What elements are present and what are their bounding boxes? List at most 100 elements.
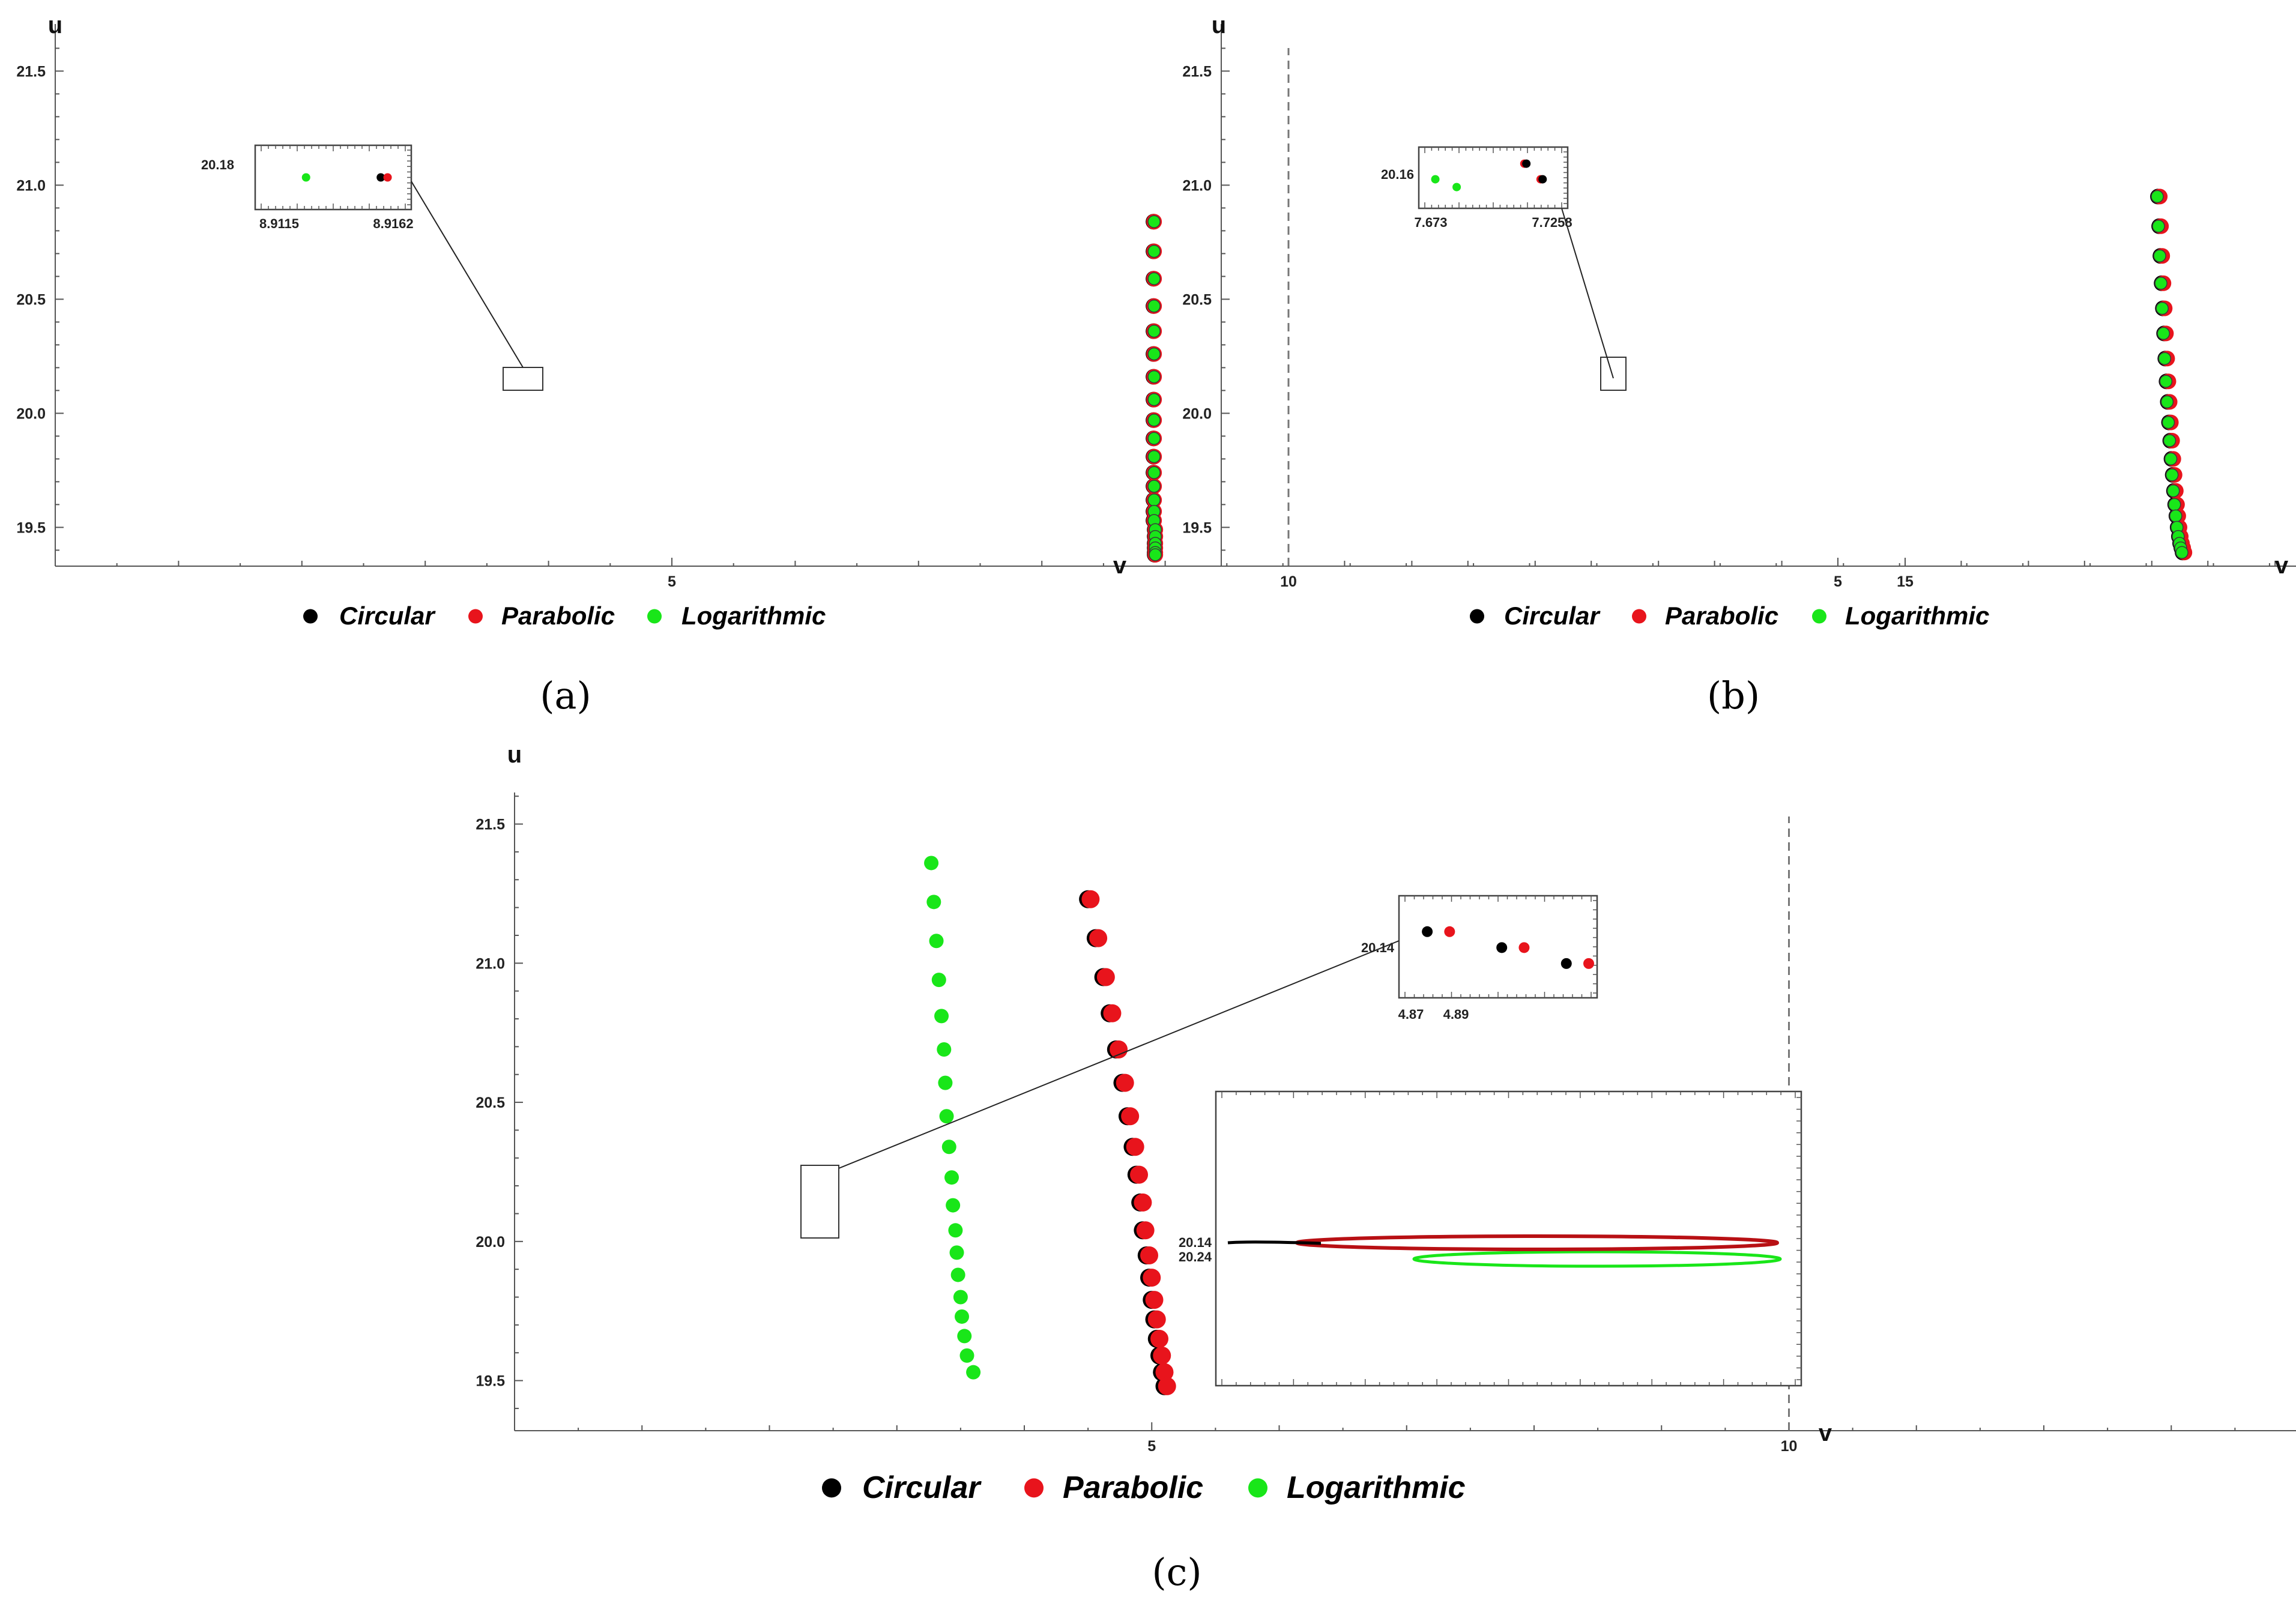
logarithmic-point [931, 973, 946, 988]
parabolic-point [1153, 1346, 1171, 1365]
y-tick-label: 21.5 [476, 817, 505, 833]
logarithmic-point [950, 1267, 965, 1282]
legend-circular-marker [1470, 609, 1484, 624]
logarithmic-point [957, 1329, 972, 1344]
logarithmic-point [948, 1223, 963, 1238]
logarithmic-point [926, 895, 941, 910]
panel-b: 510152019.520.020.521.021.5uv20.167.6737… [1182, 12, 2296, 717]
y-tick-label: 20.5 [476, 1094, 505, 1111]
parabolic-point [1121, 1107, 1140, 1126]
x-axis-title: v [1819, 1420, 1832, 1446]
panel-label: (a) [540, 674, 591, 717]
inset-y-tick-label: 20.18 [201, 157, 234, 172]
x-tick-label: 5 [1147, 1438, 1156, 1455]
legend-circular-label: Circular [339, 602, 436, 630]
y-tick-label: 21.0 [1182, 177, 1212, 194]
y-tick-label: 20.5 [1182, 291, 1212, 308]
y-axis-title: u [48, 12, 62, 38]
inset-connector [411, 181, 524, 368]
legend-logarithmic-marker [647, 609, 662, 624]
legend-logarithmic-label: Logarithmic [681, 602, 826, 630]
x-tick-label: 10 [1280, 573, 1297, 590]
legend-logarithmic-marker [1248, 1478, 1267, 1498]
legend-parabolic-marker [1632, 609, 1646, 624]
parabolic-point [1096, 968, 1115, 986]
inset-circular-point [1522, 159, 1531, 168]
logarithmic-point [2153, 249, 2166, 262]
logarithmic-point [2166, 484, 2180, 498]
logarithmic-point [946, 1198, 961, 1213]
parabolic-point [1134, 1193, 1152, 1212]
y-tick-label: 19.5 [476, 1373, 505, 1390]
logarithmic-point [1147, 466, 1161, 479]
inset-logarithmic-point [1431, 175, 1440, 184]
parabolic-point [1136, 1221, 1155, 1240]
zoom-box [800, 1165, 839, 1239]
x-axis-title: v [1113, 552, 1127, 579]
logarithmic-point [2159, 375, 2173, 388]
zoom-box [503, 367, 543, 391]
logarithmic-point [1147, 393, 1161, 406]
logarithmic-point [1147, 432, 1161, 445]
x-tick-label: 5 [668, 573, 676, 590]
logarithmic-point [2158, 352, 2172, 365]
panel-label: (c) [1152, 1550, 1201, 1594]
parabolic-point [1116, 1073, 1134, 1092]
inset-circular-point [1422, 926, 1433, 937]
logarithmic-point [2152, 220, 2165, 233]
logarithmic-point [2154, 277, 2168, 290]
y-tick-label: 20.0 [476, 1234, 505, 1251]
legend-parabolic-label: Parabolic [1665, 602, 1778, 630]
y-axis-title: u [507, 741, 522, 768]
x-tick-label: 5 [1834, 573, 1842, 590]
logarithmic-point [1147, 370, 1161, 384]
parabolic-point [1143, 1269, 1161, 1287]
logarithmic-point [1147, 347, 1161, 361]
inset-circular-point [1560, 958, 1572, 969]
logarithmic-point [939, 1109, 954, 1124]
logarithmic-point [1147, 324, 1161, 338]
logarithmic-point [1149, 548, 1162, 561]
legend-parabolic-label: Parabolic [1063, 1470, 1203, 1505]
logarithmic-point [2163, 434, 2177, 447]
logarithmic-point [929, 934, 944, 949]
y-tick-label: 21.0 [16, 177, 46, 194]
inset-parabolic-point [383, 173, 392, 182]
x-axis-title: v [2275, 552, 2289, 579]
logarithmic-point [1147, 450, 1161, 463]
inset-x-tick-label: 8.9162 [373, 216, 413, 231]
panel-a: 510152019.520.020.521.021.5uv20.188.9115… [16, 12, 2296, 717]
legend-circular-marker [822, 1478, 841, 1498]
y-tick-label: 21.5 [1182, 63, 1212, 80]
panel-c: 510152019.520.020.521.021.5uv20.144.874.… [476, 741, 2296, 1594]
logarithmic-point [1147, 300, 1161, 313]
parabolic-point [1145, 1291, 1164, 1309]
logarithmic-point [941, 1140, 956, 1155]
y-tick-label: 19.5 [16, 519, 46, 536]
zoom-box [1600, 357, 1627, 391]
logarithmic-point [954, 1309, 969, 1324]
logarithmic-point [1147, 494, 1161, 507]
logarithmic-point [949, 1245, 964, 1260]
inset-y-tick-label: 20.14 [1361, 940, 1395, 955]
inset-x-tick-label: 4.87 [1398, 1007, 1424, 1022]
circular-orbit [1227, 1240, 1322, 1245]
inset-logarithmic-point [301, 173, 310, 182]
logarithmic-point [1147, 480, 1161, 493]
x-tick-label: 10 [1781, 1438, 1798, 1455]
legend-parabolic-label: Parabolic [501, 602, 615, 630]
parabolic-point [1089, 929, 1108, 947]
y-tick-label: 21.5 [16, 63, 46, 80]
legend-circular-label: Circular [1504, 602, 1601, 630]
inset-logarithmic-point [1452, 183, 1461, 192]
legend-circular-label: Circular [862, 1470, 982, 1505]
logarithmic-point [966, 1365, 981, 1380]
orbit-y-tick-label: 20.14 [1179, 1235, 1212, 1250]
y-tick-label: 20.5 [16, 291, 46, 308]
logarithmic-point [1147, 215, 1161, 228]
logarithmic-point [2175, 546, 2189, 559]
parabolic-point [1130, 1165, 1149, 1184]
legend-logarithmic-label: Logarithmic [1287, 1470, 1466, 1505]
logarithmic-point [924, 856, 939, 871]
